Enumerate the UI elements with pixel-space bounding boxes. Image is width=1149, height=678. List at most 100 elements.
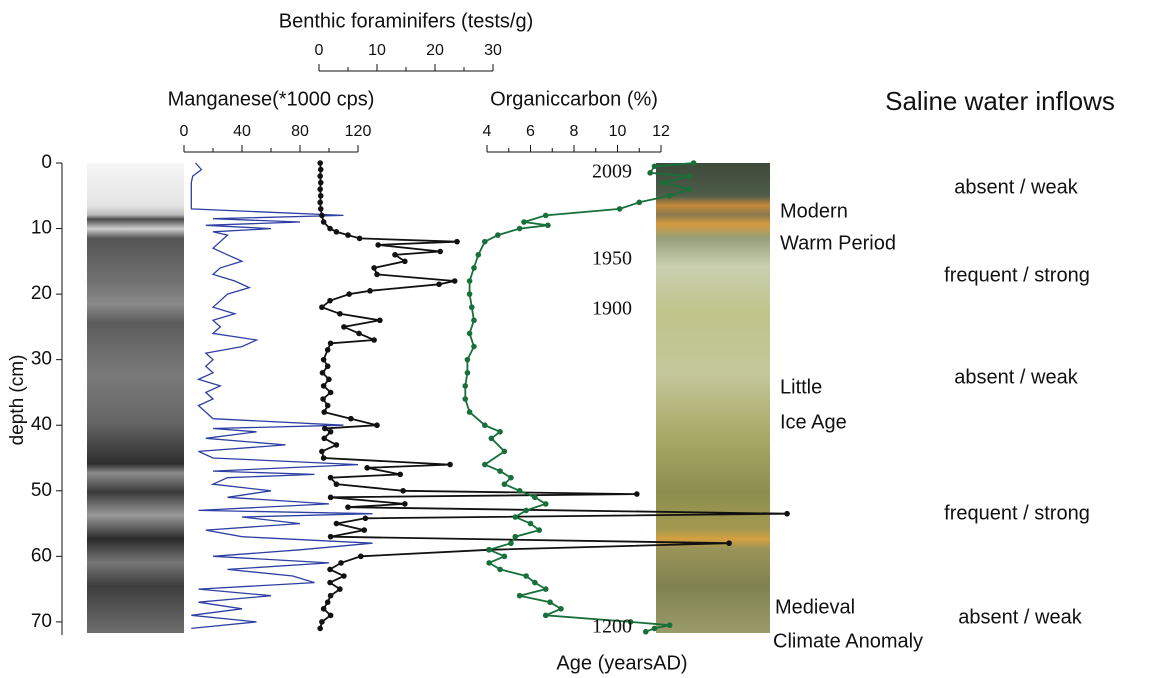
inflow-label: absent / weak [958,606,1082,628]
x-tick-label: 8 [570,123,579,140]
data-point [322,425,328,432]
data-point [616,206,623,212]
data-point [482,461,488,468]
data-point [690,160,697,166]
series-line [319,162,788,629]
data-point [466,330,473,337]
y-tick-label: 60 [31,545,52,566]
data-point [333,442,340,448]
data-point [333,229,340,235]
period-label: Warm Period [780,232,896,254]
x-tick-label: 0 [180,123,189,140]
data-point [464,356,471,363]
data-point [512,514,519,520]
data-point [317,186,323,193]
data-point [337,310,343,317]
data-point [320,455,327,461]
data-point [317,173,323,179]
data-point [327,579,333,586]
data-point [497,566,503,573]
data-point [437,248,444,255]
data-point [327,474,334,481]
inflow-label: frequent / strong [944,264,1090,286]
data-point [374,422,380,429]
data-point [338,560,344,566]
y-tick-label: 10 [31,218,52,239]
data-point [333,481,340,488]
data-point [627,619,634,625]
axis-title: Organiccarbon (%) [490,88,658,110]
data-point [471,317,477,324]
data-point [647,170,653,176]
data-point [508,474,514,481]
data-point [371,265,377,271]
data-point [542,586,549,592]
age-label: 1200 [592,616,632,638]
data-point [486,560,492,566]
x-tick-label: 120 [345,123,372,140]
data-point [486,546,492,553]
period-label: Little [780,376,822,398]
data-point [319,212,325,219]
data-point [634,491,640,497]
data-point [436,281,442,288]
data-point [475,251,482,258]
data-point [482,422,488,429]
inflow-title: Saline water inflows [885,86,1115,116]
data-point [324,402,331,409]
data-point [361,527,368,533]
data-point [346,291,352,297]
data-point [392,251,398,258]
data-point [317,192,324,199]
data-point [327,340,334,347]
y-tick-label: 20 [31,283,52,304]
data-point [545,222,551,229]
x-axis-title: Age (yearsAD) [556,652,687,674]
data-point [348,415,354,422]
data-point [642,628,649,635]
age-label: 1900 [592,298,632,320]
data-point [497,468,503,474]
data-point [532,494,538,501]
data-point [660,179,666,186]
x-tick-label: 6 [526,123,535,140]
data-point [356,235,363,242]
data-point [317,166,324,173]
data-point [317,199,323,206]
data-point [651,163,658,170]
data-point [686,173,693,179]
data-point [666,622,673,628]
data-point [501,553,508,560]
data-point [377,317,383,324]
axis-title: Manganese(*1000 cps) [168,88,375,110]
data-point [317,625,323,632]
y-tick-label: 0 [41,152,52,173]
data-point [375,242,381,248]
data-point [341,324,347,330]
data-point [327,389,334,396]
data-point [400,487,406,494]
data-point [471,343,477,350]
data-point [324,599,331,606]
x-tick-label: 4 [483,123,492,140]
data-point [356,330,362,337]
data-point [488,435,495,442]
data-point [327,612,334,619]
data-point [542,501,549,507]
data-point [516,225,523,232]
data-point [345,504,351,510]
period-label: Climate Anomaly [773,630,923,652]
axis-title: Benthic foraminifers (tests/g) [279,10,534,32]
y-tick-label: 50 [31,480,52,501]
data-point [462,383,469,389]
data-point [536,527,542,533]
data-point [651,625,658,632]
data-point [327,428,334,435]
data-point [371,337,377,343]
data-point [321,409,328,415]
data-point [320,383,327,389]
data-point [362,515,369,522]
period-label: Ice Age [780,411,847,433]
data-point [319,369,326,376]
